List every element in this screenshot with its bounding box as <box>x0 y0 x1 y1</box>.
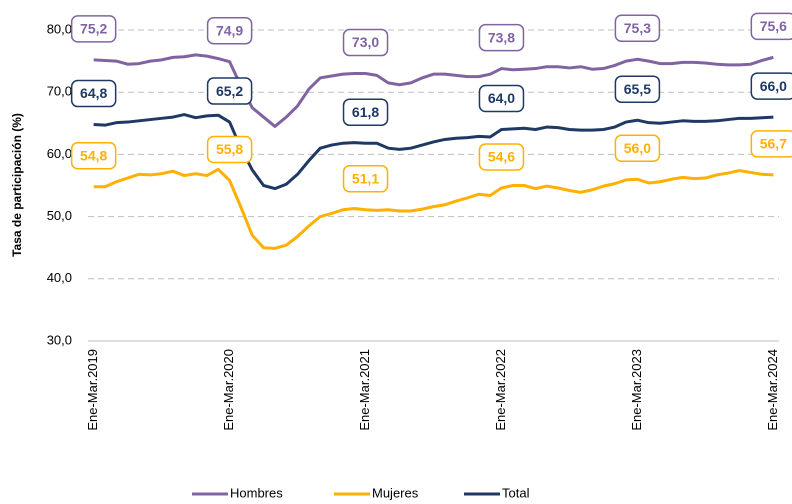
x-tick-label: Ene-Mar.2022 <box>493 349 508 431</box>
data-label-box <box>342 98 389 126</box>
y-tick-label: 60,0 <box>47 146 72 161</box>
data-label: 64,8 <box>80 85 107 101</box>
series-line <box>93 113 774 191</box>
y-tick-label: 40,0 <box>47 270 72 285</box>
data-label: 75,3 <box>624 20 651 36</box>
y-tick-label: 30,0 <box>47 332 72 347</box>
legend-label: Total <box>502 485 530 500</box>
data-label-box <box>342 165 389 193</box>
legend-label: Mujeres <box>372 485 419 500</box>
data-label-box <box>750 72 792 100</box>
data-label-box <box>478 23 525 52</box>
x-tick-label: Ene-Mar.2019 <box>85 349 100 431</box>
data-label: 75,2 <box>80 21 107 37</box>
data-label-box <box>206 77 253 105</box>
data-label: 64,0 <box>488 90 515 106</box>
data-label-box <box>750 130 792 158</box>
data-label: 65,5 <box>624 81 651 97</box>
data-label: 56,7 <box>760 136 787 152</box>
data-label: 73,8 <box>488 29 515 45</box>
data-label-box <box>614 14 661 42</box>
data-label: 55,8 <box>216 141 243 157</box>
data-label-box <box>70 15 117 43</box>
data-label: 61,8 <box>352 104 379 120</box>
legend-label: Hombres <box>230 485 283 500</box>
data-label-box <box>70 141 117 170</box>
y-axis-label: Tasa de participación (%) <box>10 113 24 257</box>
data-label-box <box>206 135 253 164</box>
data-label: 66,0 <box>760 78 787 94</box>
data-label: 74,9 <box>216 22 243 38</box>
data-label-box <box>478 143 525 171</box>
y-tick-label: 80,0 <box>47 21 72 36</box>
data-label: 75,6 <box>760 18 787 34</box>
x-tick-label: Ene-Mar.2024 <box>765 349 780 431</box>
data-label-box <box>750 12 792 41</box>
y-tick-label: 50,0 <box>47 208 72 223</box>
data-label: 54,8 <box>80 147 107 163</box>
y-tick-label: 70,0 <box>47 84 72 99</box>
x-tick-label: Ene-Mar.2023 <box>629 349 644 431</box>
data-label: 54,6 <box>488 149 515 165</box>
data-label-box <box>342 28 389 57</box>
data-label-box <box>614 75 661 103</box>
x-tick-label: Ene-Mar.2021 <box>357 349 372 431</box>
data-label: 56,0 <box>624 140 651 156</box>
data-label-box <box>70 79 117 108</box>
series-line <box>93 167 774 250</box>
series-line <box>93 53 774 128</box>
data-label: 65,2 <box>216 83 243 99</box>
data-label: 73,0 <box>352 34 379 50</box>
data-label-box <box>614 134 661 163</box>
data-label: 51,1 <box>352 170 379 186</box>
data-label-box <box>206 16 253 45</box>
data-label-box <box>478 84 525 113</box>
x-tick-label: Ene-Mar.2020 <box>221 349 236 431</box>
